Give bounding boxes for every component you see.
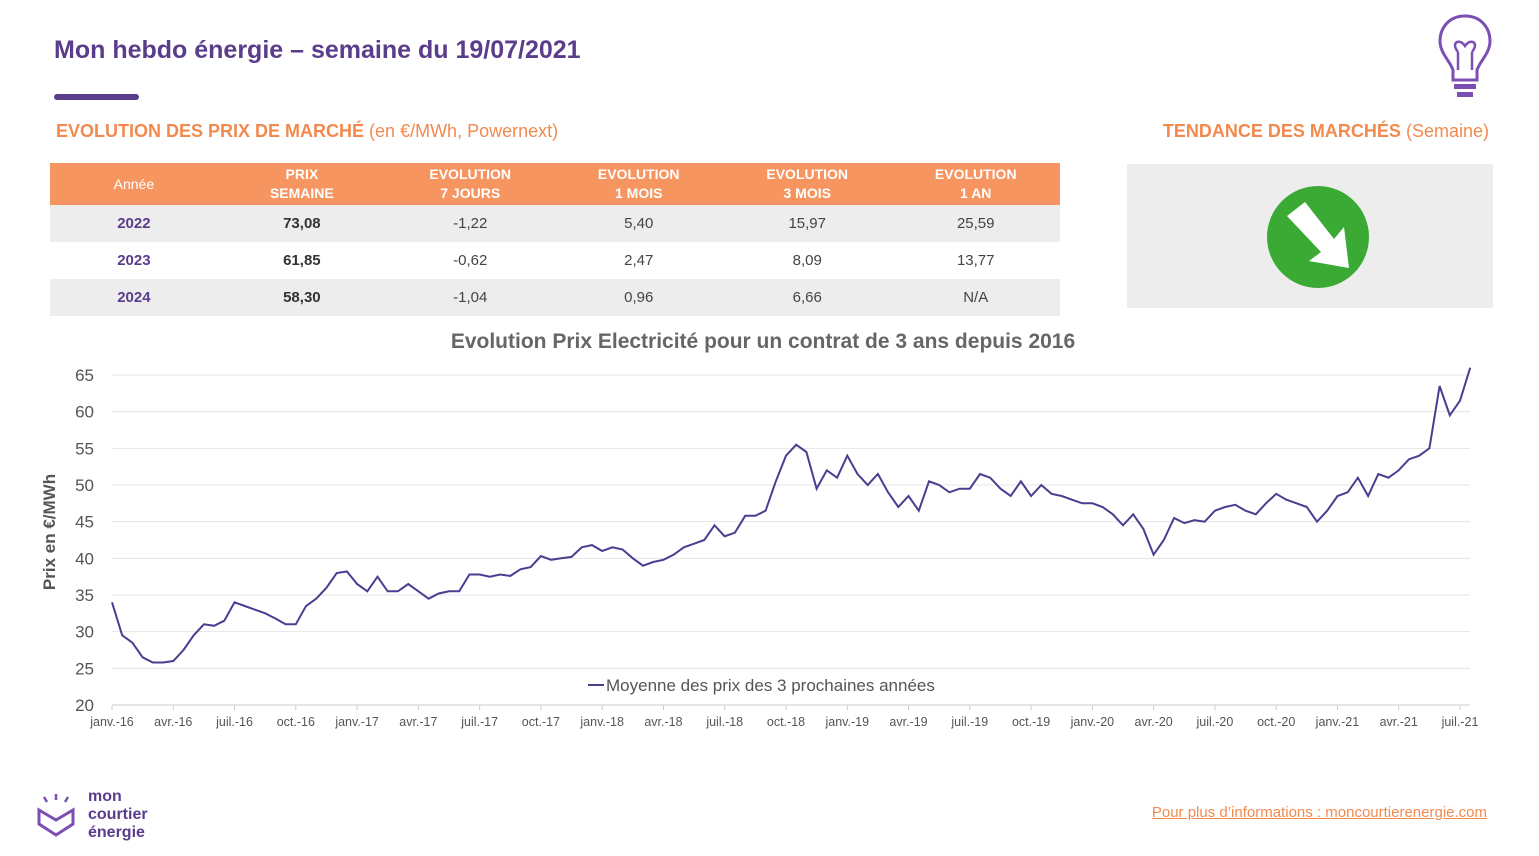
section-right: TENDANCE DES MARCHÉS (Semaine): [1163, 121, 1489, 142]
table-cell: 2,47: [624, 252, 654, 269]
x-tick-label: juil.-17: [460, 715, 498, 729]
table-row: 2023 61,85 -0,62 2,47 8,09 13,77: [50, 242, 1060, 279]
table-cell: N/A: [891, 279, 1060, 316]
y-tick-label: 45: [75, 513, 94, 532]
x-tick-label: avr.-16: [154, 715, 192, 729]
table-cell: 73,08: [217, 205, 386, 242]
y-tick-label: 60: [75, 403, 94, 422]
x-tick-label: oct.-20: [1257, 715, 1295, 729]
table-cell: 5,40: [554, 205, 723, 242]
x-tick-label: janv.-19: [824, 715, 869, 729]
trend-icon: [1267, 186, 1369, 288]
table-cell: -0,62: [453, 252, 488, 269]
x-tick-label: juil.-20: [1195, 715, 1233, 729]
y-tick-label: 20: [75, 696, 94, 715]
y-tick-label: 35: [75, 586, 94, 605]
table-cell: -1,04: [385, 279, 555, 316]
table-cell: 2024: [50, 279, 218, 316]
section-left: EVOLUTION DES PRIX DE MARCHÉ (en €/MWh, …: [56, 121, 558, 142]
y-tick-label: 50: [75, 476, 94, 495]
title-underline: [54, 94, 139, 100]
logo-icon: [37, 794, 75, 837]
header-cell: EVOLUTION 1 AN: [891, 163, 1060, 205]
section-title: TENDANCE DES MARCHÉS: [1162, 121, 1401, 141]
x-tick-label: janv.-20: [1070, 715, 1115, 729]
bulb-icon: [1438, 14, 1492, 97]
header-cell: EVOLUTION 1 MOIS: [554, 163, 723, 205]
x-tick-label: oct.-16: [277, 715, 315, 729]
x-tick-label: juil.-21: [1441, 715, 1479, 729]
x-tick-label: janv.-18: [579, 715, 624, 729]
table-cell: 25,59: [891, 205, 1060, 242]
header-cell: Année: [50, 163, 218, 205]
table-cell: 13,77: [956, 252, 995, 269]
table-cell: 2023: [117, 252, 151, 269]
x-tick-label: oct.-17: [522, 715, 560, 729]
table-cell: 8,09: [792, 252, 822, 269]
table-cell: 2022: [50, 205, 218, 242]
table-cell: 0,96: [554, 279, 723, 316]
series-line: [111, 367, 1472, 664]
trend-box: [1127, 164, 1493, 308]
x-tick-label: juil.-19: [950, 715, 988, 729]
x-tick-label: avr.-20: [1135, 715, 1173, 729]
chart-title: Evolution Prix Electricité pour un contr…: [451, 330, 1075, 353]
header-cell: PRIX SEMAINE: [217, 163, 386, 205]
chart: Evolution Prix Electricité pour un contr…: [40, 330, 1479, 729]
table-row: 2022 73,08 -1,22 5,40 15,97 25,59: [50, 205, 1060, 242]
table-cell: 6,66: [722, 279, 892, 316]
x-tick-label: janv.-21: [1315, 715, 1360, 729]
header-cell: EVOLUTION 3 MOIS: [722, 163, 892, 205]
section-title: EVOLUTION DES PRIX DE MARCHÉ: [56, 121, 365, 141]
y-tick-label: 30: [75, 623, 94, 642]
x-tick-label: janv.-16: [89, 715, 134, 729]
y-axis-label: Prix en €/MWh: [40, 474, 59, 590]
section-subtitle: (Semaine): [1405, 121, 1489, 141]
legend-label: Moyenne des prix des 3 prochaines années: [606, 676, 935, 695]
y-tick-label: 40: [75, 549, 94, 568]
x-tick-label: avr.-18: [644, 715, 682, 729]
x-tick-label: janv.-17: [334, 715, 379, 729]
x-tick-label: avr.-19: [889, 715, 927, 729]
table-cell: 61,85: [283, 252, 321, 269]
x-tick-label: juil.-16: [215, 715, 253, 729]
y-tick-label: 25: [75, 659, 94, 678]
y-tick-label: 55: [75, 439, 94, 458]
x-tick-label: avr.-17: [399, 715, 437, 729]
table-cell: 58,30: [217, 279, 386, 316]
section-subtitle: (en €/MWh, Powernext): [369, 121, 559, 141]
price-table: Année PRIX SEMAINE EVOLUTION 7 JOURS EVOLUT…: [50, 163, 1060, 316]
y-tick-label: 65: [75, 366, 94, 385]
logo-line: mon: [88, 788, 122, 805]
logo-line: courtier: [88, 806, 148, 823]
x-tick-label: oct.-18: [767, 715, 805, 729]
x-tick-label: juil.-18: [705, 715, 743, 729]
info-link[interactable]: Pour plus d’informations : moncourtieren…: [1151, 804, 1487, 821]
logo-text: mon courtier énergie: [88, 788, 148, 842]
table-row: 2024 58,30 -1,04 0,96 6,66 N/A: [50, 279, 1060, 316]
table-cell: 15,97: [722, 205, 892, 242]
logo-line: énergie: [88, 824, 145, 841]
table-cell: -1,22: [385, 205, 555, 242]
page-title: Mon hebdo énergie – semaine du 19/07/202…: [54, 36, 581, 64]
x-tick-label: oct.-19: [1012, 715, 1050, 729]
header-cell: EVOLUTION 7 JOURS: [385, 163, 555, 205]
x-tick-label: avr.-21: [1380, 715, 1418, 729]
